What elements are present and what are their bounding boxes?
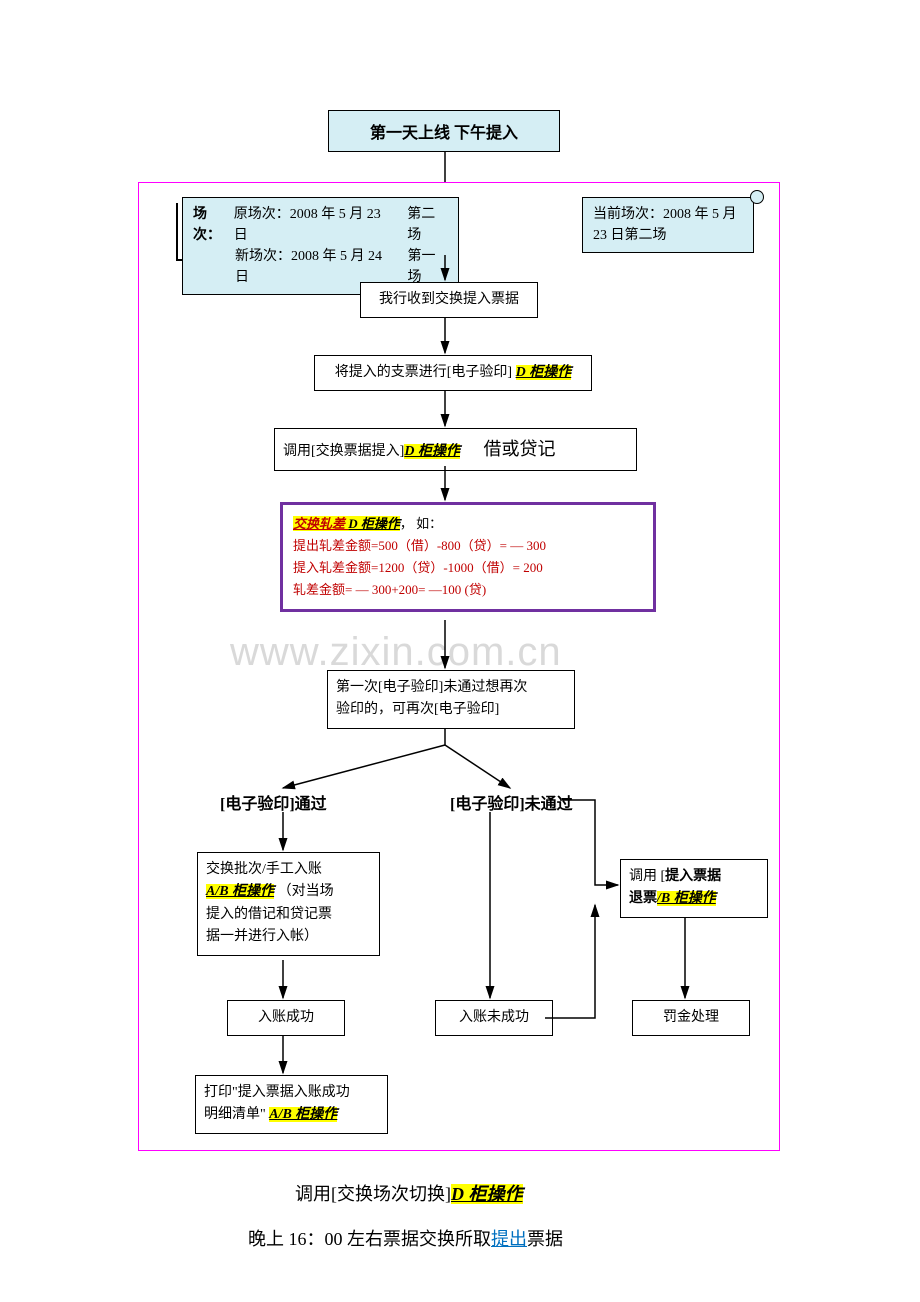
- s8-hl: A/B 柜操作: [269, 1107, 337, 1122]
- fail2-a: 调用 [: [629, 869, 665, 884]
- fail2-hl: /B 柜操作: [657, 891, 716, 906]
- s2-a: 将提入的支票进行[电子验印]: [335, 365, 516, 380]
- session-info-left: 场次： 原场次：2008 年 5 月 23 日 第二场 新场次：2008 年 5…: [182, 197, 459, 295]
- s6-l1: 交换批次/手工入账: [206, 859, 371, 881]
- s3-a: 调用[交换票据提入]: [283, 444, 404, 459]
- title-text: 第一天上线 下午提入: [370, 119, 518, 143]
- s6-hl: A/B 柜操作: [206, 884, 274, 899]
- b2-u: 提出: [491, 1229, 527, 1249]
- current-session-l2: 23 日第二场: [593, 225, 743, 246]
- s3-hl: D 柜操作: [404, 444, 460, 459]
- calc-l2: 提入轧差金额=1200（贷）-1000（借）= 200: [293, 557, 643, 579]
- s6-l3: （对当场: [274, 884, 334, 899]
- branch-fail-label: [电子验印]未通过: [450, 790, 573, 814]
- calc-l3: 轧差金额= — 300+200= —100 (贷): [293, 579, 643, 601]
- fail2-c: 退票: [629, 891, 657, 906]
- step-batch-entry: 交换批次/手工入账 A/B 柜操作 （对当场 提入的借记和贷记票 据一并进行入帐…: [197, 852, 380, 956]
- s5-l1: 第一次[电子验印]未通过想再次: [336, 677, 566, 699]
- step-penalty: 罚金处理: [632, 1000, 750, 1036]
- step-entry-ok: 入账成功: [227, 1000, 345, 1036]
- fail1-text: 入账未成功: [459, 1010, 529, 1025]
- title-box: 第一天上线 下午提入: [328, 110, 560, 152]
- s8-b: 明细清单": [204, 1107, 269, 1122]
- branch-pass-label: [电子验印]通过: [220, 790, 327, 814]
- session-label: 场次：: [193, 204, 234, 246]
- s5-l2: 验印的，可再次[电子验印]: [336, 699, 566, 721]
- step-receive: 我行收到交换提入票据: [360, 282, 538, 318]
- current-session-l1: 当前场次：2008 年 5 月: [593, 204, 743, 225]
- bottom-line-1: 调用[交换场次切换]D 柜操作: [295, 1180, 523, 1206]
- step-retry-verify: 第一次[电子验印]未通过想再次 验印的，可再次[电子验印]: [327, 670, 575, 729]
- orig-line-b: 第二场: [407, 204, 448, 246]
- step1-text: 我行收到交换提入票据: [379, 292, 519, 307]
- step-entry-fail: 入账未成功: [435, 1000, 553, 1036]
- calc-l1: 提出轧差金额=500（借）-800（贷）= — 300: [293, 535, 643, 557]
- s3-b: 借或贷记: [483, 439, 555, 459]
- calc-title-hl: D 柜操作: [348, 516, 400, 531]
- bottom-line-2: 晚上 16：00 左右票据交换所取提出票据: [248, 1225, 563, 1251]
- b2-b: 票据: [527, 1229, 563, 1249]
- b1-a: 调用[交换场次切换]: [295, 1184, 451, 1204]
- session-info-right: 当前场次：2008 年 5 月 23 日第二场: [582, 197, 754, 253]
- fail2-b: 提入票据: [665, 869, 721, 884]
- s7-text: 入账成功: [258, 1010, 314, 1025]
- b1-hl: D 柜操作: [451, 1184, 523, 1204]
- step-return-ticket: 调用 [提入票据 退票/B 柜操作: [620, 859, 768, 918]
- s6-l4: 提入的借记和贷记票: [206, 904, 371, 926]
- calc-title-b: ， 如：: [400, 516, 442, 531]
- orig-line-a: 原场次：2008 年 5 月 23 日: [234, 204, 394, 246]
- s8-a: 打印"提入票据入账成功: [204, 1082, 379, 1104]
- b2-a: 晚上 16：00 左右票据交换所取: [248, 1229, 491, 1249]
- fail3-text: 罚金处理: [663, 1010, 719, 1025]
- calc-box: 交换轧差 D 柜操作， 如： 提出轧差金额=500（借）-800（贷）= — 3…: [280, 502, 656, 612]
- s2-hl: D 柜操作: [516, 365, 572, 380]
- s6-l5: 据一并进行入帐）: [206, 926, 371, 948]
- step-print-list: 打印"提入票据入账成功 明细清单" A/B 柜操作: [195, 1075, 388, 1134]
- step-call-exchange: 调用[交换票据提入]D 柜操作 借或贷记: [274, 428, 637, 471]
- scroll-curl-icon: [750, 190, 764, 204]
- calc-title-a: 交换轧差: [293, 516, 348, 531]
- step-verify: 将提入的支票进行[电子验印] D 柜操作: [314, 355, 592, 391]
